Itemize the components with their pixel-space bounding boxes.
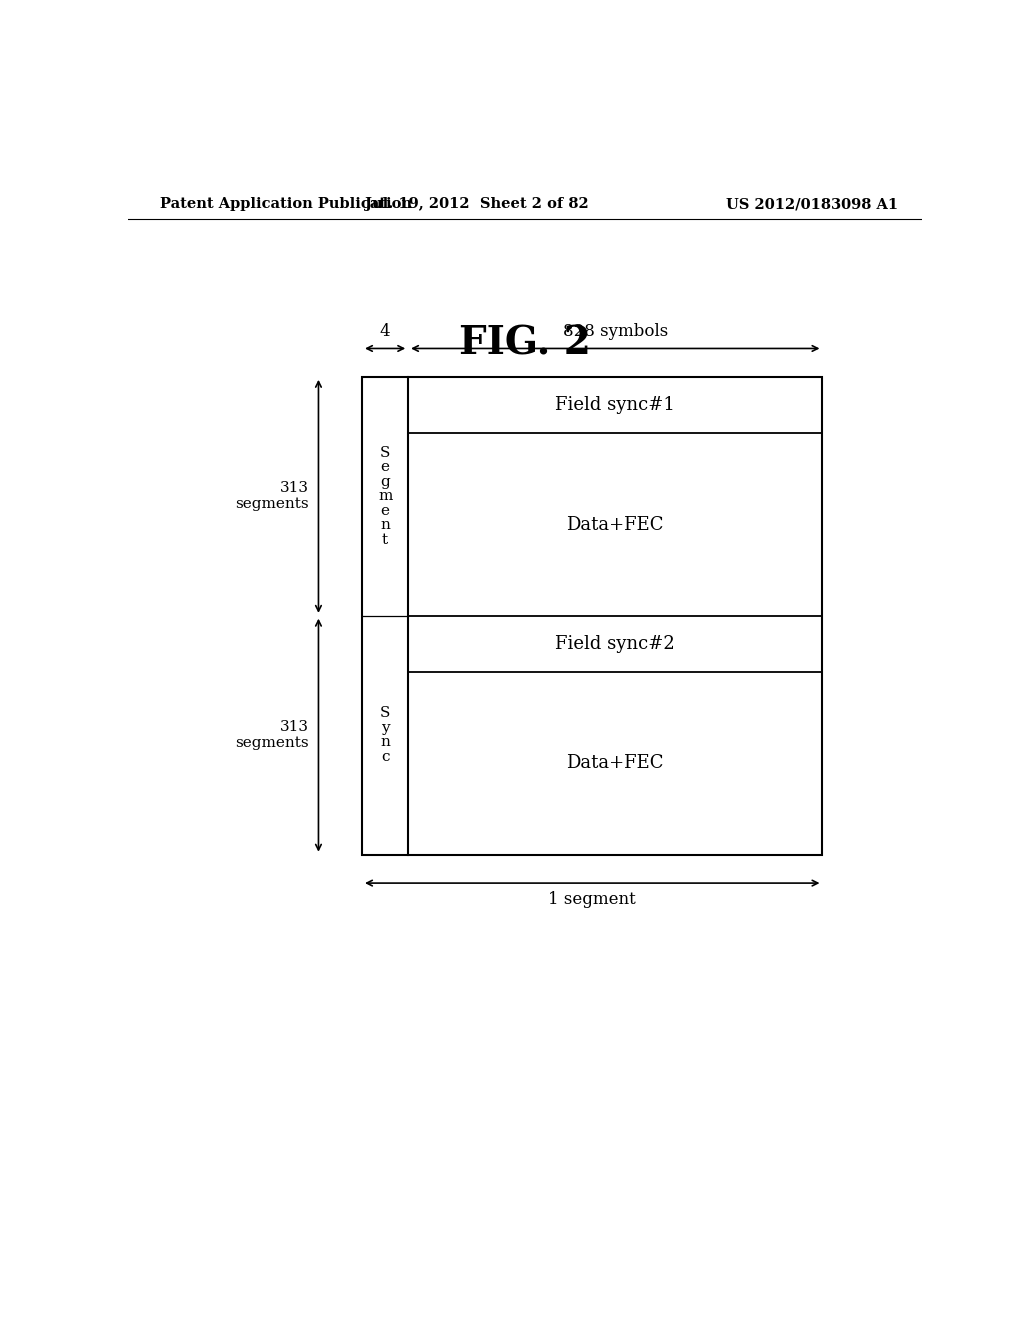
Text: US 2012/0183098 A1: US 2012/0183098 A1 [726,197,898,211]
Text: 4: 4 [380,323,390,341]
Text: Data+FEC: Data+FEC [566,755,664,772]
Text: 313
segments: 313 segments [236,721,309,750]
Text: FIG. 2: FIG. 2 [459,325,591,363]
Text: S
e
g
m
e
n
t: S e g m e n t [378,446,392,546]
Text: Field sync#2: Field sync#2 [555,635,675,653]
Text: Field sync#1: Field sync#1 [555,396,675,414]
Text: 828 symbols: 828 symbols [562,323,668,341]
Bar [362,378,822,854]
Text: S
y
n
c: S y n c [380,706,390,764]
Text: Jul. 19, 2012  Sheet 2 of 82: Jul. 19, 2012 Sheet 2 of 82 [366,197,589,211]
Text: Patent Application Publication: Patent Application Publication [160,197,412,211]
Text: 313
segments: 313 segments [236,482,309,511]
Text: 1 segment: 1 segment [549,891,636,908]
Text: Data+FEC: Data+FEC [566,516,664,533]
